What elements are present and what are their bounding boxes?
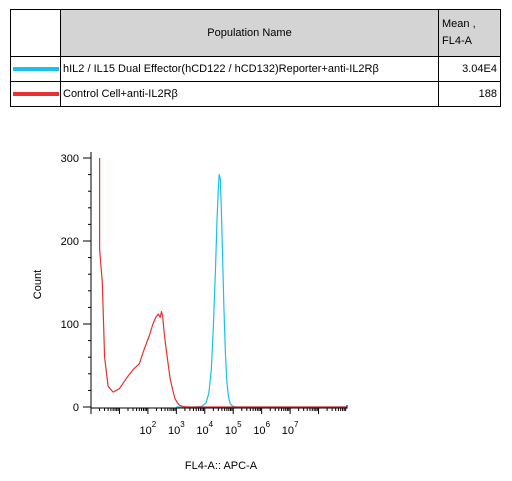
series-color-swatch [12,67,59,72]
population-name-cell: Control Cell+anti-IL2Rβ [60,81,439,107]
reporter-series-line [176,173,347,408]
series-color-swatch [12,92,59,97]
mean-value-cell: 188 [438,81,501,107]
y-tick-label: 100 [61,319,79,331]
y-tick-label: 0 [73,402,79,414]
x-tick-label: 106 [253,420,270,437]
y-tick-label: 200 [61,236,79,248]
x-tick-label: 104 [196,420,213,437]
swatch-cell [10,56,61,82]
x-tick-label: 103 [168,420,185,437]
series-group [98,158,347,408]
mean-value-cell: 3.04E4 [438,56,501,82]
header-mean-line1: Mean , [442,18,476,30]
population-legend-table: Population Name Mean , FL4-A hIL2 / IL15… [10,9,501,107]
x-axis-title: FL4-A:: APC-A [185,460,258,472]
population-name-cell: hIL2 / IL15 Dual Effector(hCD122 / hCD13… [60,56,439,82]
control-series-line [98,158,347,408]
header-population-label: Population Name [207,27,292,39]
swatch-cell [10,81,61,107]
header-population-name: Population Name [60,9,439,57]
axis-frame [90,152,348,409]
table-row: Control Cell+anti-IL2Rβ 188 [10,81,501,107]
table-header-row: Population Name Mean , FL4-A [10,9,501,57]
x-tick-label: 102 [140,420,157,437]
header-mean-line2: FL4-A [442,35,472,47]
table-row: hIL2 / IL15 Dual Effector(hCD122 / hCD13… [10,56,501,82]
header-swatch-cell [10,9,61,57]
x-tick-label: 105 [225,420,242,437]
header-mean: Mean , FL4-A [438,9,501,57]
y-axis-title: Count [32,270,44,299]
y-tick-label: 300 [61,153,79,165]
x-tick-label: 107 [282,420,299,437]
